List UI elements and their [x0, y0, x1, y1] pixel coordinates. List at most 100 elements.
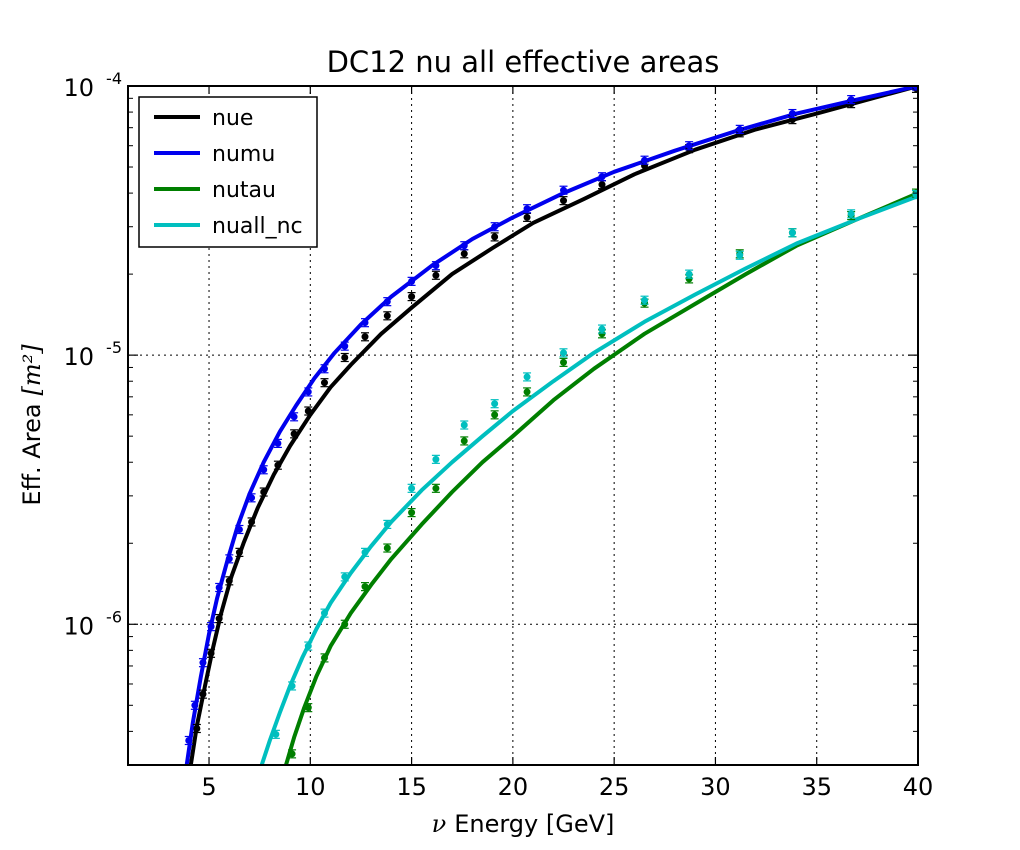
data-point-nue [235, 547, 244, 557]
x-tick-labels: 5 10 15 20 25 30 35 40 [201, 773, 933, 801]
data-point-numu [273, 438, 282, 448]
series-curves [184, 86, 918, 765]
data-point-nutau [523, 387, 532, 397]
data-point-numu [304, 387, 313, 397]
data-point-nue [383, 311, 392, 321]
data-point-numu [490, 222, 499, 232]
y-axis-label: Eff. Area [18, 403, 46, 505]
data-point-nuall_nc [340, 572, 349, 582]
data-point-nue [259, 487, 268, 497]
data-point-nue [431, 270, 440, 280]
y-tick-label: 10 [63, 612, 94, 640]
data-point-nuall_nc [271, 729, 280, 739]
data-point-numu [847, 95, 856, 105]
series-line-nuall_nc [259, 194, 918, 765]
legend-label-numu: numu [212, 142, 275, 167]
data-point-numu [247, 493, 256, 503]
data-point-nue [320, 378, 329, 388]
series-markers [184, 86, 918, 759]
plot-frame [127, 85, 919, 766]
data-point-nuall_nc [304, 641, 313, 651]
data-point-nutau [460, 436, 469, 446]
plot-series-area [184, 86, 918, 765]
y-tick-label: 10 [63, 74, 94, 102]
data-point-nue [247, 517, 256, 527]
x-tick-label: 20 [498, 773, 529, 801]
y-axis-title: Eff. Area [m²] [18, 344, 46, 506]
data-point-nuall_nc [320, 608, 329, 618]
data-point-nue [490, 232, 499, 242]
data-point-nuall_nc [735, 250, 744, 260]
data-point-nue [361, 332, 369, 342]
data-point-numu [598, 172, 606, 182]
x-tick-label: 30 [700, 773, 731, 801]
data-point-numu [788, 108, 797, 119]
data-point-nue [215, 613, 224, 624]
x-axis-title: ν Energy [GeV] [432, 810, 615, 838]
data-point-nutau [361, 582, 369, 592]
data-point-numu [431, 261, 440, 271]
data-point-numu [290, 412, 299, 422]
data-point-numu [225, 554, 234, 564]
data-point-nutau [431, 483, 440, 493]
data-point-nue [407, 292, 416, 302]
data-point-nutau [407, 507, 416, 518]
x-tick-label: 15 [396, 773, 427, 801]
data-point-numu [685, 141, 694, 151]
x-tick-label: 10 [295, 773, 326, 801]
y-tick-label-exponent: -5 [106, 338, 122, 357]
data-point-numu [215, 582, 224, 593]
legend: nue numu nutau nuall_nc [138, 96, 318, 248]
series-line-nue [188, 86, 918, 765]
data-point-nue [207, 648, 216, 658]
data-point-numu [559, 185, 568, 195]
x-axis-symbol: ν [432, 810, 447, 838]
data-point-nuall_nc [598, 324, 606, 334]
data-point-numu [523, 204, 532, 214]
chart-title: DC12 nu all effective areas [327, 45, 720, 79]
x-axis-label: Energy [GeV] [454, 810, 614, 838]
data-point-numu [383, 297, 392, 307]
data-point-nue [273, 460, 282, 470]
data-point-numu [184, 735, 193, 746]
series-line-nutau [284, 191, 918, 765]
legend-label-nutau: nutau [212, 178, 276, 203]
data-point-nutau [490, 410, 499, 420]
series-line-numu [184, 86, 918, 765]
data-point-nue [225, 576, 234, 586]
data-point-nuall_nc [431, 454, 440, 464]
data-point-nuall_nc [788, 228, 797, 238]
legend-label-nue: nue [212, 106, 253, 131]
data-point-nuall_nc [288, 681, 297, 691]
data-point-nue [340, 352, 349, 363]
legend-box [138, 96, 318, 248]
data-point-numu [340, 341, 349, 351]
x-tick-label: 5 [201, 773, 216, 801]
x-tick-label: 40 [903, 773, 934, 801]
data-point-nuall_nc [490, 399, 499, 409]
data-point-nue [523, 212, 532, 222]
axis-ticks [128, 85, 919, 766]
data-point-nuall_nc [559, 348, 568, 358]
y-tick-label-exponent: -4 [106, 69, 122, 88]
data-point-nuall_nc [383, 519, 392, 530]
data-point-nue [198, 689, 207, 699]
data-point-numu [198, 658, 207, 668]
data-point-nue [304, 406, 313, 416]
data-point-nuall_nc [460, 420, 469, 430]
y-tick-labels: 10 -6 10 -5 10 -4 [63, 69, 122, 640]
y-tick-label-exponent: -6 [106, 607, 122, 626]
data-point-numu [735, 124, 744, 134]
data-point-nuall_nc [361, 547, 369, 557]
data-point-nuall_nc [847, 209, 856, 219]
data-point-numu [640, 155, 649, 165]
data-point-numu [320, 364, 329, 374]
data-point-nuall_nc [407, 483, 416, 493]
x-tick-label: 35 [801, 773, 832, 801]
data-point-nutau [304, 703, 313, 713]
data-point-nutau [559, 357, 568, 367]
data-point-numu [190, 700, 199, 710]
data-point-nue [290, 429, 299, 439]
data-point-numu [207, 622, 216, 632]
